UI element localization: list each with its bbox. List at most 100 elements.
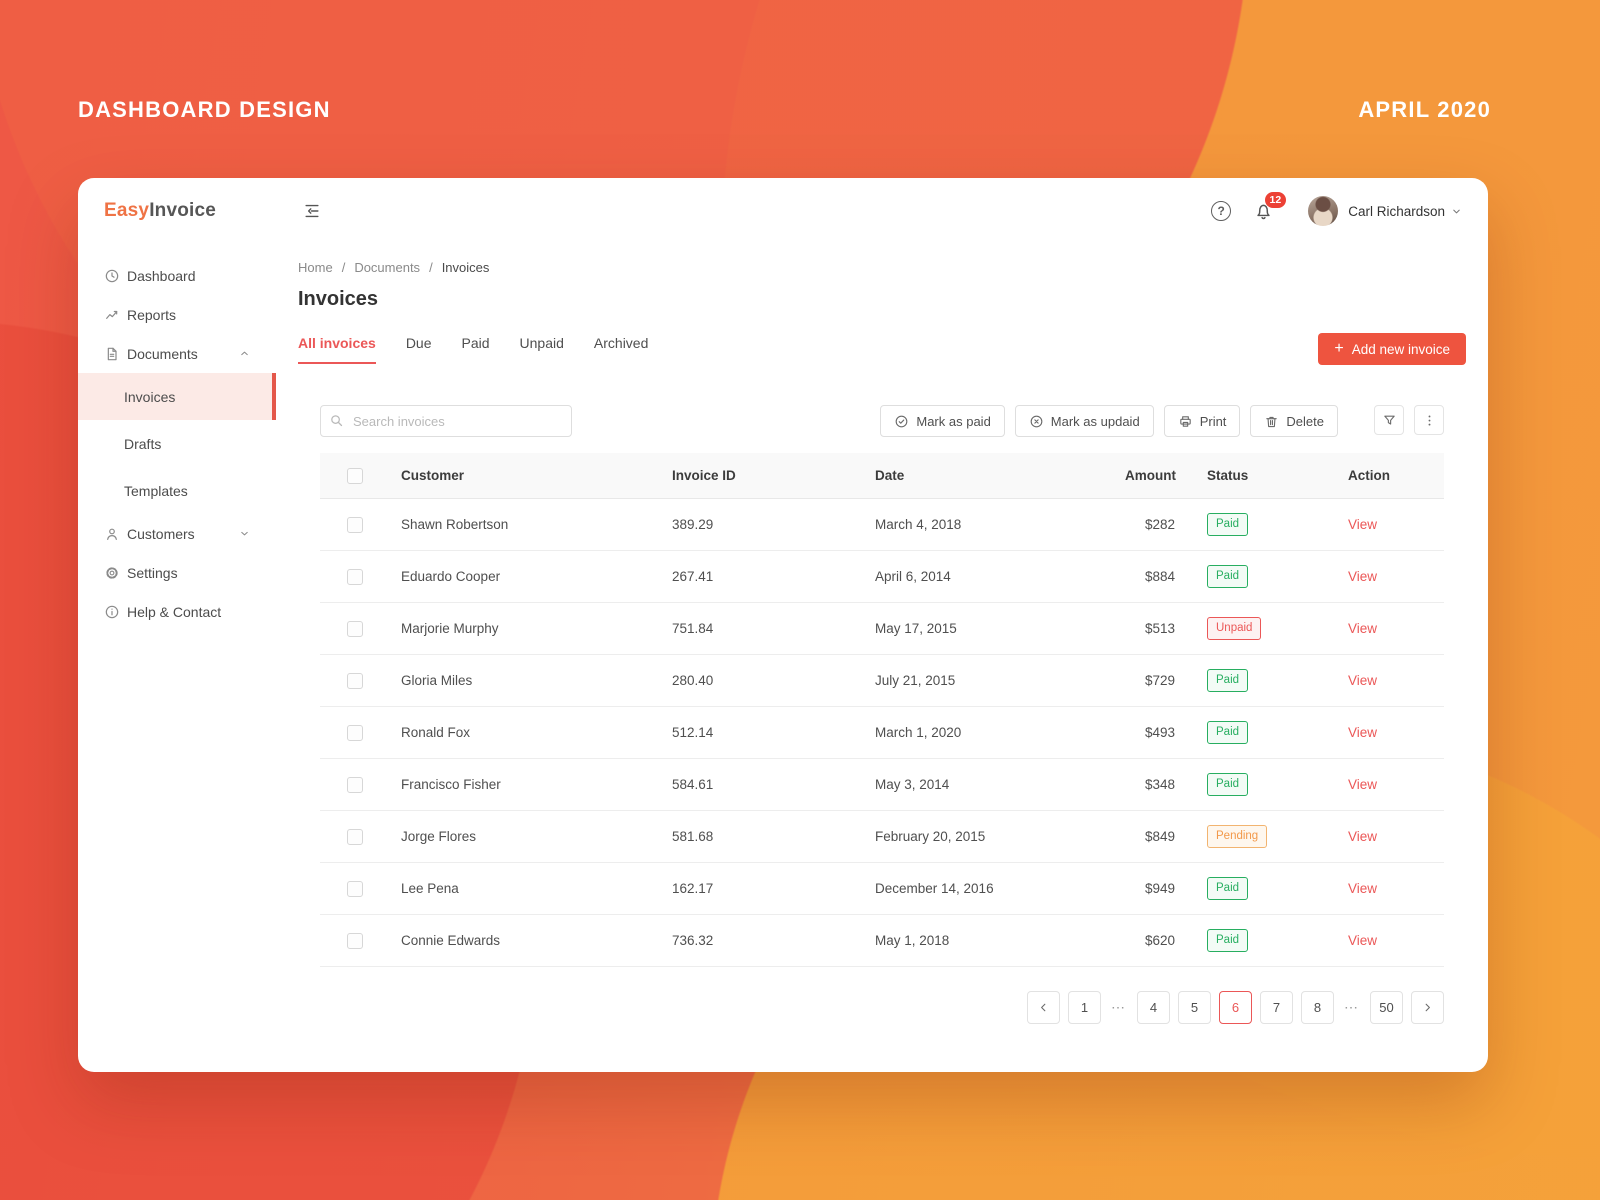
row-checkbox[interactable] [347, 828, 363, 845]
tab-archived[interactable]: Archived [593, 334, 649, 351]
view-link[interactable]: View [1348, 881, 1378, 896]
cell-amount: $884 [1144, 569, 1175, 584]
pagination-ellipsis: ⋯ [1344, 999, 1360, 1015]
view-link[interactable]: View [1348, 569, 1378, 584]
status-badge: Paid [1207, 877, 1249, 900]
sidebar-item-reports[interactable]: Reports [78, 295, 276, 334]
view-link[interactable]: View [1348, 673, 1378, 688]
more-options-button[interactable] [1414, 405, 1444, 435]
table-row: Connie Edwards 736.32 May 1, 2018 $620 P… [320, 915, 1444, 967]
column-header-action: Action [1348, 468, 1390, 483]
cell-date: May 1, 2018 [875, 933, 950, 948]
app-window: EasyInvoice ? 12 [78, 178, 1488, 1072]
sidebar-item-help-contact[interactable]: Help & Contact [78, 592, 276, 631]
cell-customer: Eduardo Cooper [401, 569, 501, 584]
table-row: Gloria Miles 280.40 July 21, 2015 $729 P… [320, 655, 1444, 707]
cell-date: May 3, 2014 [875, 777, 950, 792]
pagination-prev-button[interactable] [1027, 991, 1060, 1024]
view-link[interactable]: View [1348, 777, 1378, 792]
row-checkbox[interactable] [347, 880, 363, 897]
status-badge: Pending [1207, 825, 1268, 848]
breadcrumb: Home / Documents / Invoices [298, 260, 1466, 275]
help-button[interactable]: ? [1211, 201, 1232, 221]
sidebar-label: Documents [127, 345, 198, 362]
add-new-invoice-button[interactable]: + Add new invoice [1318, 333, 1466, 365]
sidebar-item-customers[interactable]: Customers [78, 514, 276, 553]
select-all-checkbox[interactable] [347, 467, 363, 484]
breadcrumb-separator: / [429, 260, 433, 275]
column-header-invoice-id: Invoice ID [672, 468, 736, 483]
table-row: Lee Pena 162.17 December 14, 2016 $949 P… [320, 863, 1444, 915]
avatar[interactable] [1308, 196, 1339, 226]
sidebar-label: Invoices [124, 388, 176, 405]
sidebar-label: Templates [124, 482, 188, 499]
view-link[interactable]: View [1348, 621, 1378, 636]
view-link[interactable]: View [1348, 933, 1378, 948]
table-row: Ronald Fox 512.14 March 1, 2020 $493 Pai… [320, 707, 1444, 759]
mark-as-unpaid-button[interactable]: Mark as updaid [1014, 405, 1154, 437]
row-checkbox[interactable] [347, 724, 363, 741]
notification-badge: 12 [1264, 191, 1287, 208]
sidebar-item-documents[interactable]: Documents [78, 334, 276, 373]
tab-all-invoices[interactable]: All invoices [298, 335, 376, 364]
customers-icon [104, 526, 120, 542]
sidebar-item-templates[interactable]: Templates [78, 467, 276, 514]
sidebar-label: Drafts [124, 435, 162, 452]
notifications-button[interactable]: 12 [1253, 191, 1287, 222]
tab-paid[interactable]: Paid [461, 334, 490, 351]
reports-icon [104, 307, 120, 323]
collapse-sidebar-button[interactable] [302, 201, 322, 221]
view-link[interactable]: View [1348, 829, 1378, 844]
view-link[interactable]: View [1348, 725, 1378, 740]
tab-due[interactable]: Due [405, 334, 432, 351]
filter-button[interactable] [1374, 405, 1404, 435]
pagination-page-button[interactable]: 5 [1178, 991, 1211, 1024]
kebab-icon [1422, 413, 1437, 428]
sidebar: Dashboard Reports Documents [78, 244, 276, 1072]
delete-button[interactable]: Delete [1250, 405, 1338, 437]
sidebar-item-invoices[interactable]: Invoices [78, 373, 276, 420]
pagination-page-button-active[interactable]: 6 [1219, 991, 1252, 1024]
row-checkbox[interactable] [347, 516, 363, 533]
poster-title: DASHBOARD DESIGN [78, 97, 331, 122]
row-checkbox[interactable] [347, 620, 363, 637]
breadcrumb-documents[interactable]: Documents [354, 260, 421, 275]
tabs: All invoices Due Paid Unpaid Archived [298, 335, 648, 364]
breadcrumb-home[interactable]: Home [298, 260, 333, 275]
mark-as-paid-button[interactable]: Mark as paid [880, 405, 1005, 437]
cell-customer: Marjorie Murphy [401, 621, 499, 636]
sidebar-item-drafts[interactable]: Drafts [78, 420, 276, 467]
tab-unpaid[interactable]: Unpaid [519, 334, 564, 351]
collapse-sidebar-icon [302, 201, 322, 221]
sidebar-label: Reports [127, 306, 177, 323]
search-input[interactable] [320, 405, 572, 437]
cell-amount: $513 [1144, 621, 1175, 636]
print-button[interactable]: Print [1163, 405, 1241, 437]
cell-date: July 21, 2015 [875, 673, 956, 688]
status-badge: Paid [1207, 721, 1249, 744]
view-link[interactable]: View [1348, 517, 1378, 532]
chevron-down-icon [239, 528, 250, 539]
sidebar-item-settings[interactable]: Settings [78, 553, 276, 592]
row-checkbox[interactable] [347, 672, 363, 689]
sidebar-item-dashboard[interactable]: Dashboard [78, 256, 276, 295]
user-name[interactable]: Carl Richardson [1348, 203, 1445, 219]
pagination-page-button[interactable]: 50 [1370, 991, 1403, 1024]
row-checkbox[interactable] [347, 568, 363, 585]
user-menu-chevron-down-icon[interactable] [1451, 206, 1462, 217]
row-checkbox[interactable] [347, 932, 363, 949]
cell-date: May 17, 2015 [875, 621, 957, 636]
header-actions: ? 12 Carl Richardson [1211, 191, 1462, 226]
invoices-table: Customer Invoice ID Date Amount Status A… [320, 453, 1444, 967]
status-badge: Paid [1207, 669, 1249, 692]
pagination-page-button[interactable]: 4 [1137, 991, 1170, 1024]
pagination-page-button[interactable]: 1 [1068, 991, 1101, 1024]
row-checkbox[interactable] [347, 776, 363, 793]
pagination-next-button[interactable] [1411, 991, 1444, 1024]
column-header-amount: Amount [1125, 468, 1176, 483]
pagination-page-button[interactable]: 7 [1260, 991, 1293, 1024]
logo[interactable]: EasyInvoice [104, 200, 216, 222]
pagination-page-button[interactable]: 8 [1301, 991, 1334, 1024]
print-label: Print [1199, 413, 1227, 429]
check-circle-icon [894, 414, 909, 429]
